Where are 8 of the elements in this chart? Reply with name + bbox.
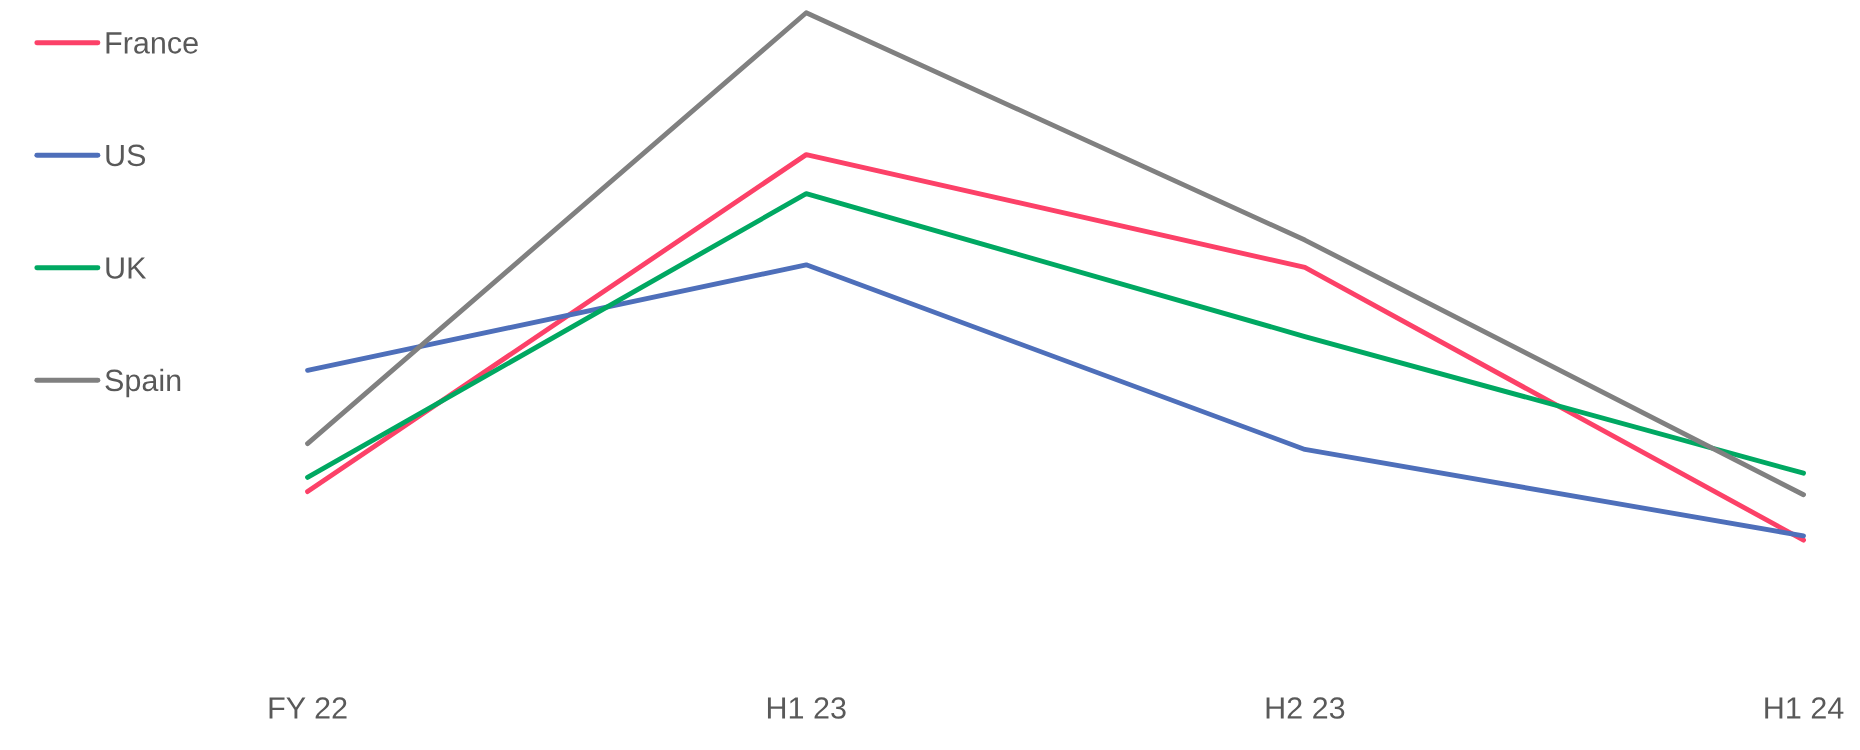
x-tick-label: H1 24 xyxy=(1765,697,1844,719)
legend-label: UK xyxy=(106,257,147,279)
x-tick-label: FY 22 xyxy=(269,697,347,719)
x-tick-label: H1 23 xyxy=(767,697,846,719)
legend-label: France xyxy=(106,32,198,54)
legend-label: US xyxy=(106,144,146,167)
x-tick-label: H2 23 xyxy=(1266,697,1345,719)
legend-label: Spain xyxy=(105,368,181,398)
